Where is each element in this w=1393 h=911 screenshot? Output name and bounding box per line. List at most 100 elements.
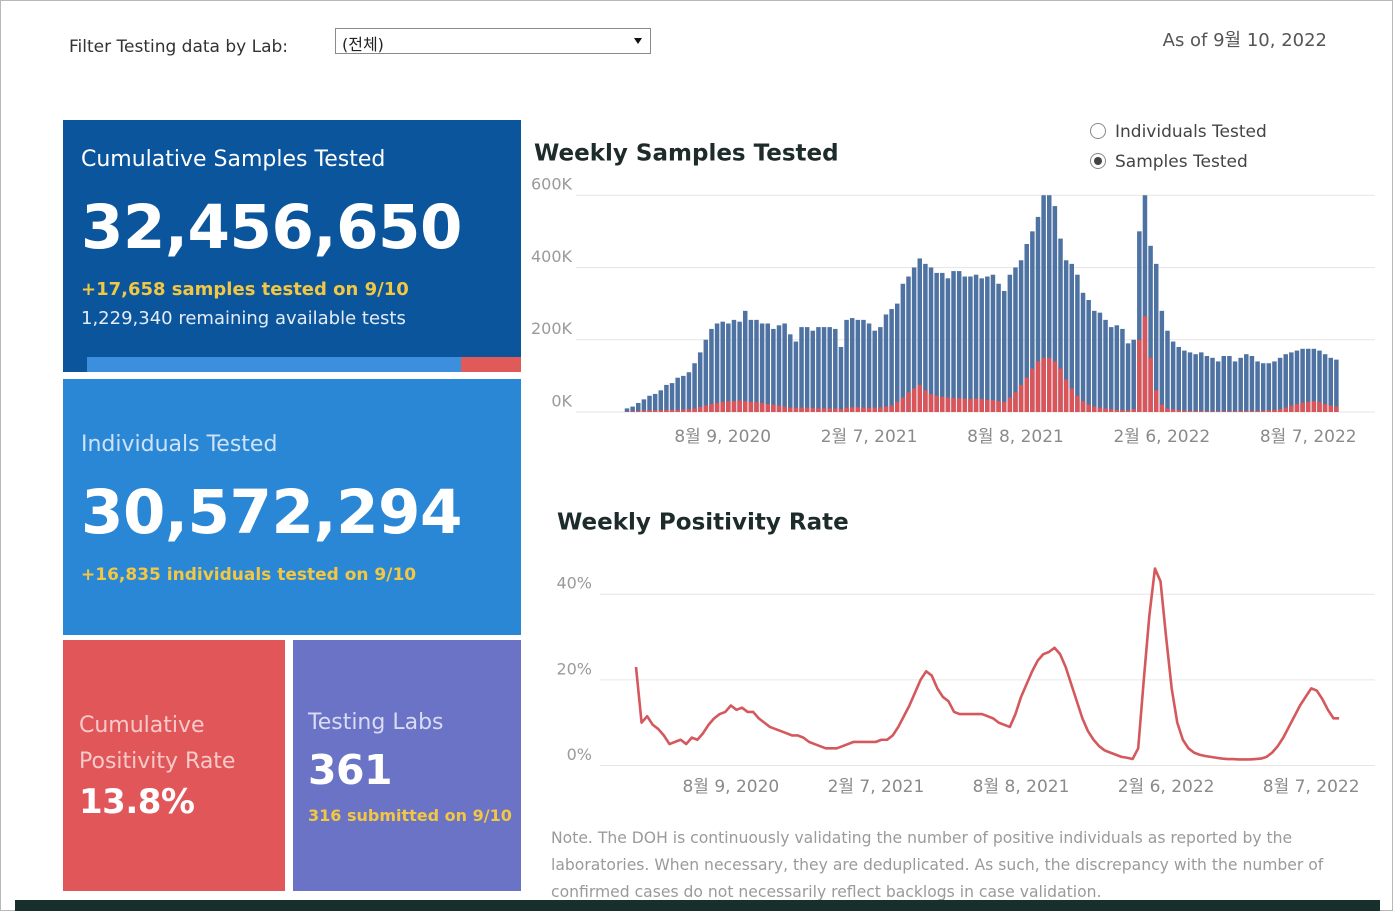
bar (1075, 274, 1080, 412)
bar (934, 395, 939, 412)
bar (754, 319, 759, 412)
bar (1041, 357, 1046, 412)
bar (1260, 410, 1266, 412)
y-tick-label: 40% (556, 574, 592, 593)
bar (940, 396, 945, 412)
bar (664, 384, 669, 412)
bar (765, 404, 771, 412)
bar (968, 276, 973, 412)
bar (1069, 263, 1075, 412)
bar (1024, 244, 1029, 412)
bar (1001, 290, 1007, 412)
bar (742, 401, 748, 412)
bar (1153, 263, 1159, 412)
bar (917, 258, 923, 412)
bar (703, 339, 709, 412)
bar (1317, 350, 1322, 412)
bar (1013, 267, 1018, 412)
bar (968, 398, 973, 412)
bar (1249, 356, 1255, 412)
bar (1001, 401, 1007, 412)
y-tick-label: 0K (551, 392, 572, 411)
radio-option[interactable]: Individuals Tested (1090, 122, 1267, 142)
as-of-date: As of 9월 10, 2022 (1162, 30, 1327, 51)
radio-dot (1090, 123, 1106, 139)
lab-select[interactable]: (전체) (335, 28, 651, 54)
bar (1024, 377, 1029, 412)
bar (647, 395, 652, 412)
bar (1052, 361, 1058, 412)
bar (1238, 410, 1243, 412)
bar (720, 401, 725, 412)
bar (748, 319, 754, 412)
bar (765, 323, 771, 412)
bar (1232, 411, 1238, 412)
bar (962, 276, 968, 412)
card-note: +16,835 individuals tested on 9/10 (81, 565, 417, 585)
radio-label: Samples Tested (1115, 152, 1248, 172)
bar (1063, 379, 1069, 412)
bar (1283, 354, 1288, 412)
select-arrow (634, 38, 642, 44)
line (634, 567, 1340, 761)
bar (1052, 206, 1058, 412)
bar (1086, 404, 1091, 412)
bar (1322, 404, 1328, 412)
card-value: 30,572,294 (81, 477, 462, 548)
bar (1080, 292, 1086, 412)
bar (1204, 356, 1210, 412)
bar (782, 323, 787, 412)
bar (703, 405, 709, 412)
x-tick-label: 8월 9, 2020 (674, 427, 771, 447)
bar (714, 323, 720, 412)
bar (1317, 401, 1322, 412)
bar (1277, 409, 1283, 412)
card-value: 32,456,650 (81, 192, 462, 263)
bar (1092, 406, 1097, 412)
bar (1266, 363, 1272, 412)
bar (1125, 410, 1131, 412)
bar (1238, 357, 1243, 412)
bar (799, 327, 804, 412)
bar (720, 321, 725, 412)
card-note: 316 submitted on 9/10 (308, 806, 512, 825)
bar (872, 407, 877, 412)
bar (985, 399, 990, 412)
bar (861, 319, 866, 412)
bar (652, 393, 658, 412)
bar (675, 377, 680, 412)
bar (1289, 352, 1294, 412)
bar (1125, 343, 1131, 412)
bar (669, 383, 675, 412)
bar (1148, 245, 1153, 412)
chart-title: Weekly Positivity Rate (557, 510, 849, 536)
bar (630, 406, 635, 412)
x-tick-label: 8월 7, 2022 (1263, 777, 1360, 797)
bar (709, 404, 714, 412)
radio-option[interactable]: Samples Tested (1090, 152, 1248, 172)
bar (681, 409, 686, 412)
bar (686, 409, 692, 412)
bar (1255, 410, 1260, 412)
bar (624, 408, 630, 412)
bar (692, 363, 697, 412)
x-tick-label: 2월 7, 2021 (821, 427, 918, 447)
bar (1204, 411, 1210, 412)
bar (1289, 405, 1294, 412)
chart-title: Weekly Samples Tested (534, 141, 839, 167)
bar (1176, 346, 1181, 412)
bar (804, 327, 810, 412)
y-tick-label: 600K (531, 175, 573, 194)
bar (979, 278, 984, 412)
bar (681, 375, 686, 412)
bar (1193, 410, 1198, 412)
x-tick-label: 8월 8, 2021 (967, 427, 1064, 447)
bar (1272, 409, 1277, 412)
bar (894, 401, 900, 412)
samples-card: Cumulative Samples Tested 32,456,650 +17… (63, 120, 521, 372)
bar (956, 398, 962, 412)
bar (799, 407, 804, 412)
bar (1210, 411, 1215, 412)
